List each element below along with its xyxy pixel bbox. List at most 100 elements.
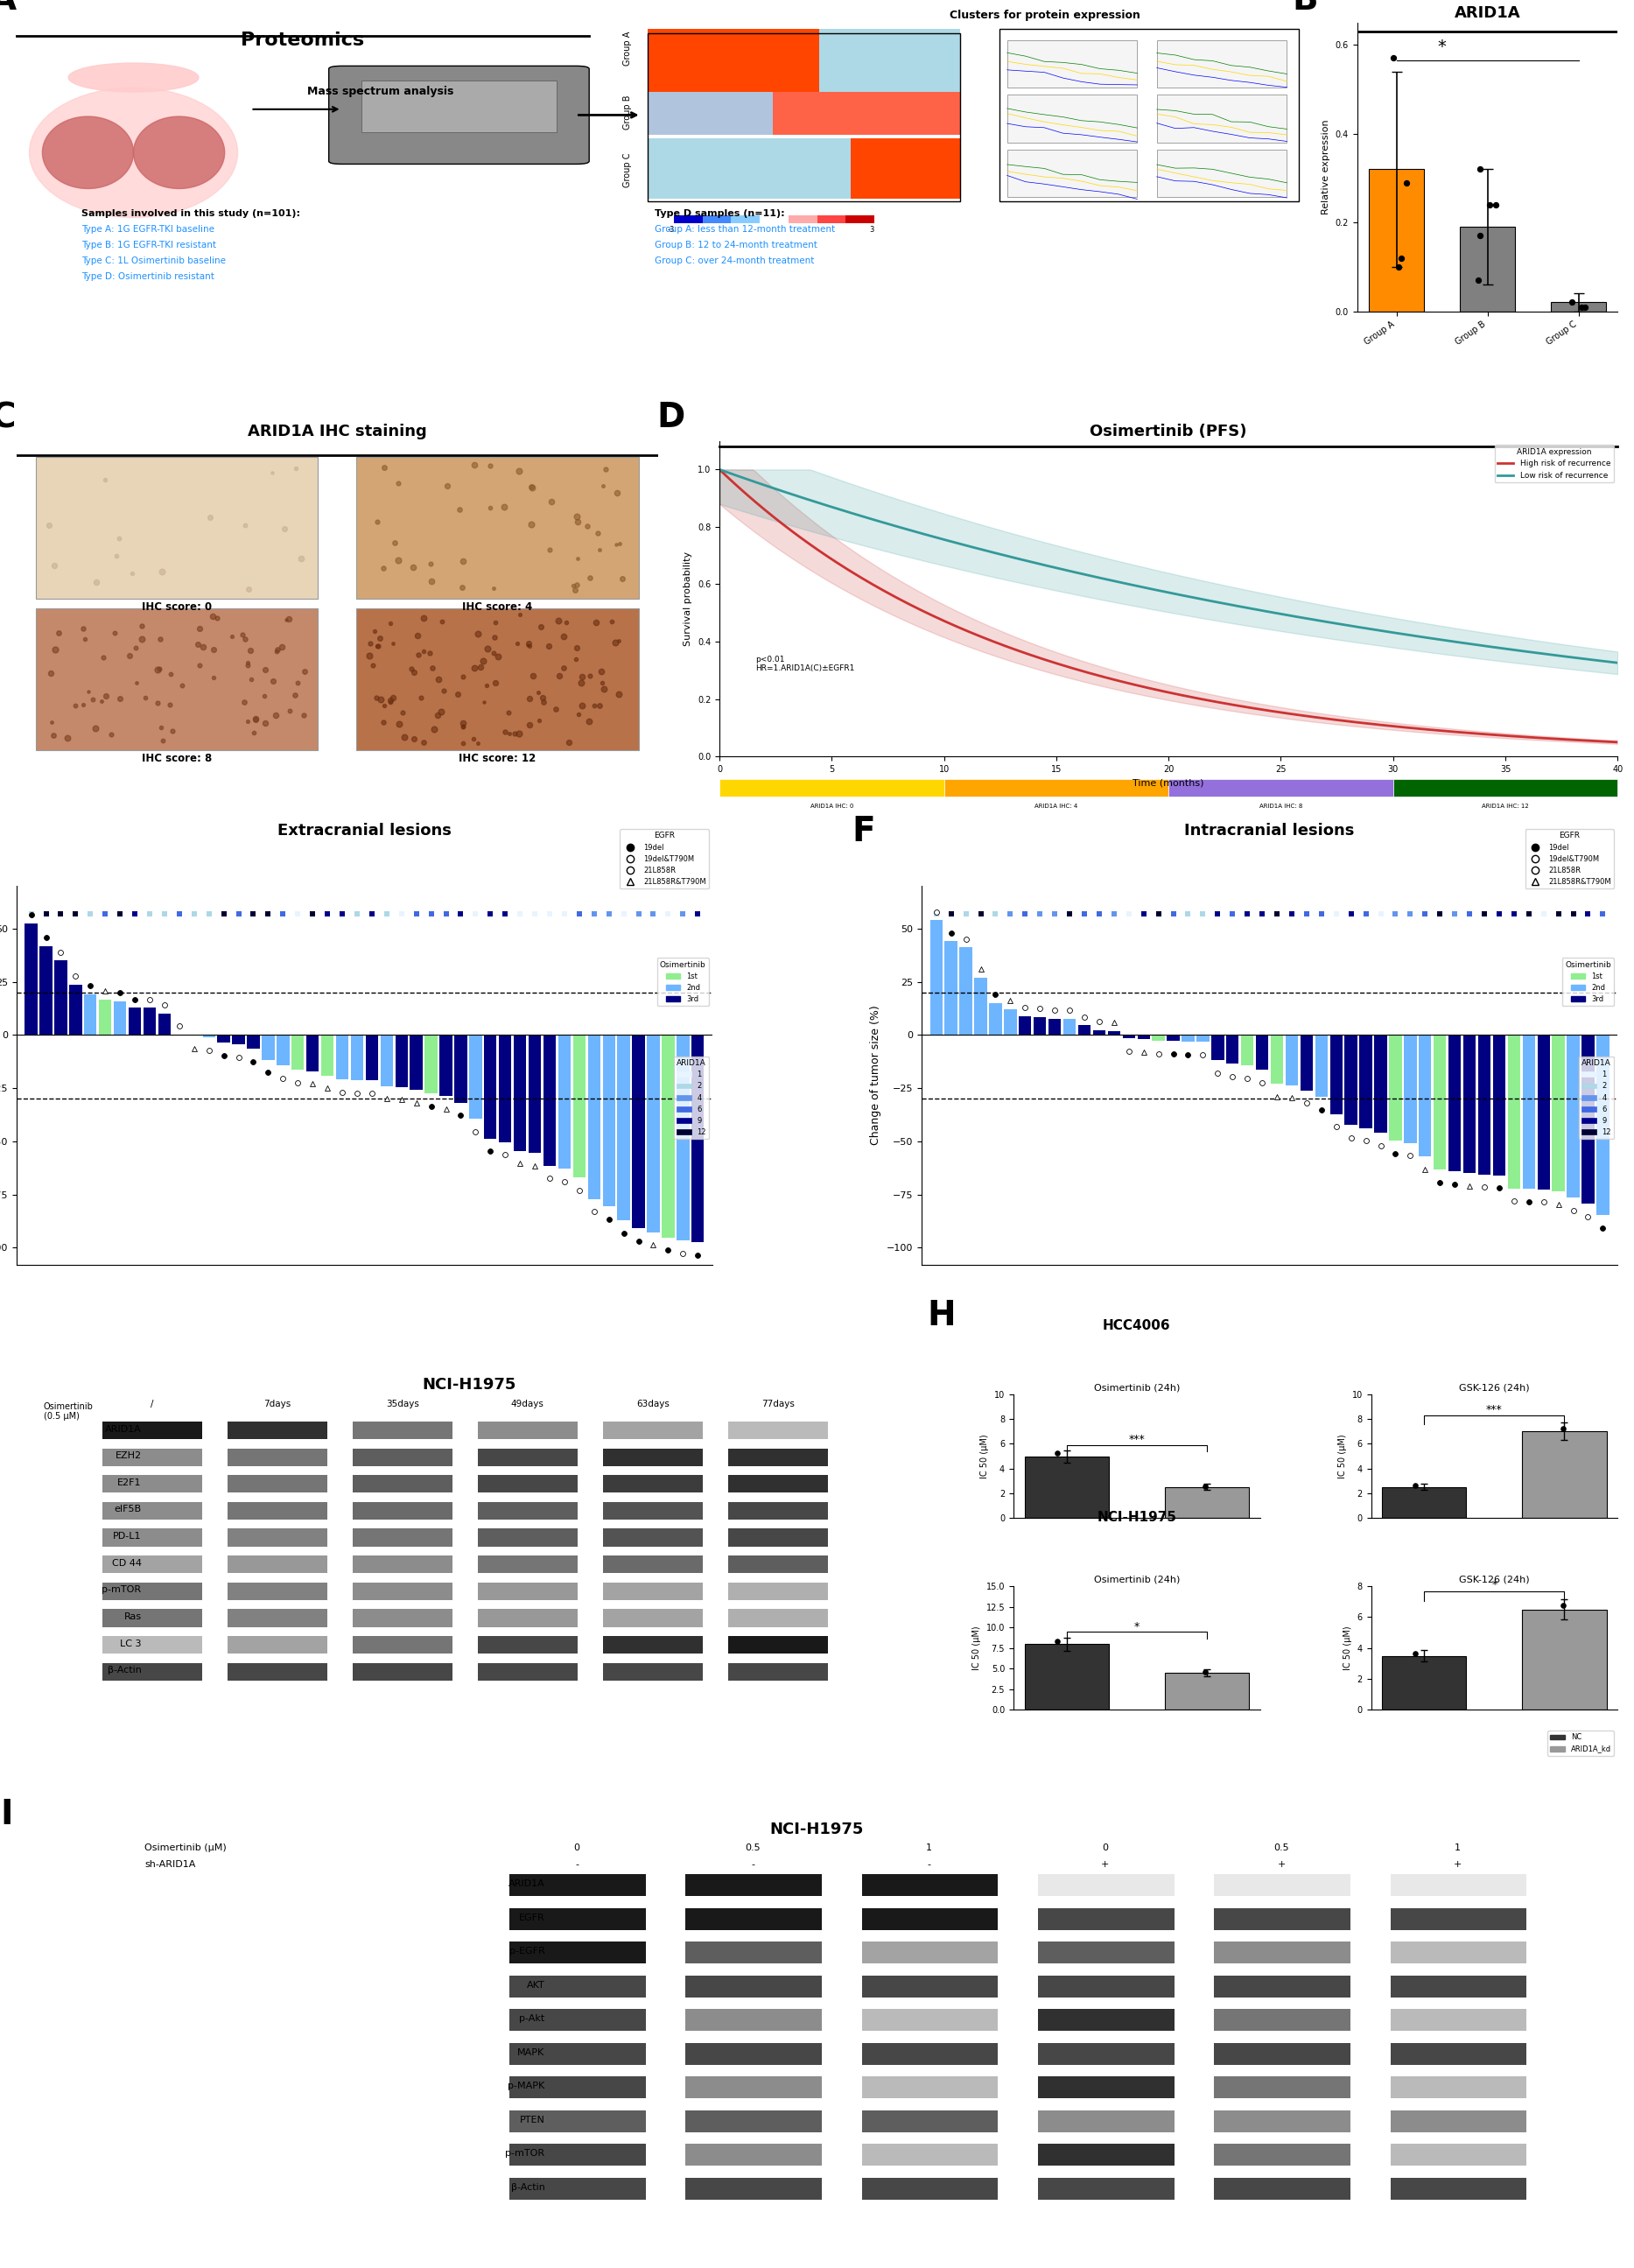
Point <box>219 619 245 655</box>
Point <box>609 560 636 596</box>
Bar <box>1582 1034 1595 1204</box>
Point <box>449 708 475 744</box>
Point <box>103 538 129 574</box>
Point <box>1389 240 1415 277</box>
Point <box>132 680 158 717</box>
Point <box>1464 263 1490 299</box>
Point <box>507 596 533 633</box>
Point <box>405 617 431 653</box>
Point <box>1516 1184 1542 1220</box>
Bar <box>129 1007 141 1034</box>
Text: Ras: Ras <box>124 1613 142 1622</box>
Point <box>471 644 497 680</box>
Bar <box>1374 1034 1387 1134</box>
Point <box>641 1227 667 1263</box>
Point <box>670 896 696 932</box>
Text: -: - <box>752 1860 755 1869</box>
Point <box>590 467 616 503</box>
Point <box>1397 896 1423 932</box>
Point <box>232 621 258 658</box>
Point <box>418 896 444 932</box>
Point <box>466 617 492 653</box>
Bar <box>846 215 874 222</box>
Point <box>252 678 278 714</box>
Point <box>1248 896 1275 932</box>
Point <box>1087 1005 1113 1041</box>
Bar <box>510 2109 645 2132</box>
Bar <box>477 1635 577 1653</box>
Point <box>1338 896 1364 932</box>
Bar <box>440 1034 453 1095</box>
Point <box>1248 1064 1275 1100</box>
Point <box>201 660 227 696</box>
Point <box>410 723 436 760</box>
Bar <box>1214 2143 1350 2166</box>
Point <box>374 1080 400 1116</box>
Point <box>480 635 507 671</box>
Point <box>556 723 582 760</box>
Point <box>62 896 88 932</box>
Bar <box>1038 2009 1175 2032</box>
Point <box>314 1070 340 1107</box>
Point <box>685 1236 711 1272</box>
Point <box>1042 896 1069 932</box>
Point <box>466 726 492 762</box>
Point <box>389 1082 415 1118</box>
Point <box>80 683 106 719</box>
Point <box>587 687 613 723</box>
Bar <box>574 1034 585 1177</box>
Point <box>1485 1170 1511 1207</box>
Point <box>1263 896 1289 932</box>
Point <box>565 896 592 932</box>
Point <box>577 658 603 694</box>
Text: ARID1A: ARID1A <box>508 1880 544 1889</box>
Bar <box>103 1529 203 1547</box>
Point <box>428 694 454 730</box>
Point <box>418 562 444 599</box>
Title: Intracranial lesions: Intracranial lesions <box>1185 823 1355 839</box>
Text: ***: *** <box>1129 1433 1145 1445</box>
Point <box>1145 896 1172 932</box>
Point <box>70 610 96 646</box>
Point <box>211 1036 237 1073</box>
Point <box>611 1216 637 1252</box>
Bar <box>861 2177 998 2200</box>
Point <box>18 896 44 932</box>
Point <box>92 896 118 932</box>
Point <box>255 1055 281 1091</box>
Bar <box>1181 1034 1194 1041</box>
Point <box>314 896 340 932</box>
Point <box>446 492 472 528</box>
Point <box>1382 896 1409 932</box>
Bar <box>1157 41 1288 88</box>
Point <box>1294 896 1320 932</box>
Point <box>92 973 118 1009</box>
Bar <box>1038 1873 1175 1896</box>
Point <box>147 651 173 687</box>
Point <box>186 610 212 646</box>
Point <box>408 680 435 717</box>
Y-axis label: Relative expression: Relative expression <box>1322 120 1330 215</box>
Point <box>98 717 124 753</box>
Text: ARID1A IHC: 12: ARID1A IHC: 12 <box>1482 803 1529 810</box>
Ellipse shape <box>29 88 237 218</box>
Bar <box>603 1474 703 1492</box>
Bar <box>603 1583 703 1601</box>
Circle shape <box>69 64 199 93</box>
Point <box>1382 1136 1409 1173</box>
Point <box>449 726 475 762</box>
Point <box>1072 998 1098 1034</box>
Point <box>255 896 281 932</box>
Bar <box>353 1422 453 1440</box>
Point <box>400 549 426 585</box>
Text: ARID1A IHC staining: ARID1A IHC staining <box>247 424 426 440</box>
Ellipse shape <box>134 116 224 188</box>
Point <box>1353 896 1379 932</box>
Bar <box>1025 1644 1109 1710</box>
Bar <box>510 2143 645 2166</box>
Point <box>565 540 592 576</box>
Legend: 1, 2, 4, 6, 9, 12: 1, 2, 4, 6, 9, 12 <box>673 1057 709 1139</box>
Text: 49days: 49days <box>511 1399 544 1408</box>
Text: CD 44: CD 44 <box>111 1558 142 1567</box>
Point <box>515 626 541 662</box>
